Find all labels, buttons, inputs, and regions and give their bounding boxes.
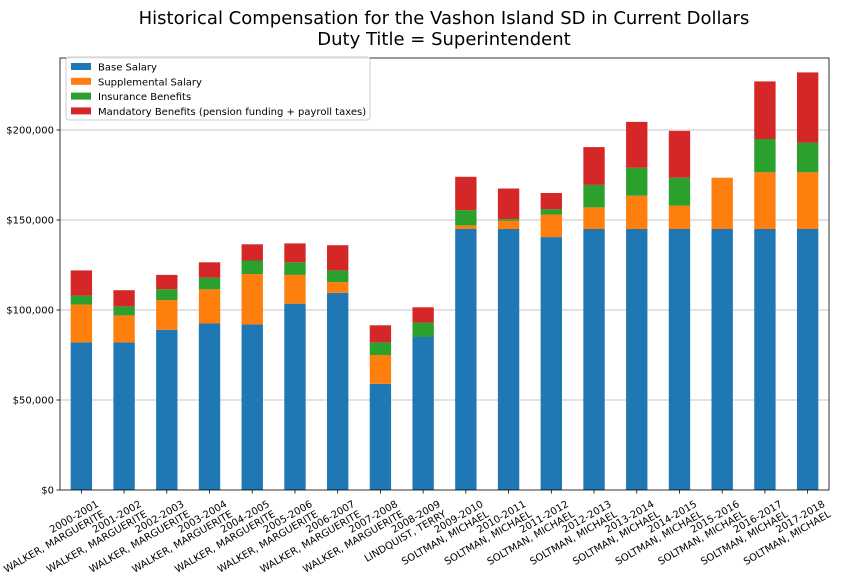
y-tick-label-3: $150,000	[6, 216, 54, 227]
bar-segment-11-0	[540, 237, 562, 490]
bar-segment-10-3	[497, 188, 520, 220]
bar-segment-1-2	[113, 306, 135, 316]
bar-segment-17-1	[796, 172, 819, 229]
bar-segment-13-1	[626, 195, 648, 229]
legend-box	[65, 56, 371, 121]
y-tick-label-4: $200,000	[6, 126, 54, 137]
y-tick-label-1: $50,000	[13, 396, 54, 407]
bar-segment-9-2	[455, 210, 477, 226]
bar-segment-2-2	[156, 289, 178, 301]
bar-segment-6-1	[327, 282, 349, 293]
legend: Base Salary Supplemental Salary Insurance …	[65, 56, 371, 121]
bar-segment-14-0	[668, 229, 691, 490]
bar-segment-0-1	[70, 304, 93, 343]
bar-segment-6-0	[327, 292, 349, 490]
bar-segment-17-0	[796, 229, 819, 490]
bar-segment-3-0	[198, 323, 221, 490]
plot-frame	[59, 57, 830, 491]
y-tick-label-2: $100,000	[6, 306, 54, 317]
bar-segment-7-3	[369, 325, 392, 343]
bar-segment-4-2	[241, 260, 263, 274]
bar-segment-3-3	[198, 262, 221, 278]
bar-segment-14-3	[668, 130, 691, 178]
bar-segment-16-0	[754, 229, 776, 490]
bar-segment-7-2	[369, 342, 392, 355]
bar-segment-16-1	[754, 172, 776, 229]
bar-segment-1-1	[113, 315, 135, 343]
bar-segment-12-0	[583, 229, 605, 490]
bar-segment-14-1	[668, 205, 691, 229]
bar-segment-12-1	[583, 207, 605, 229]
bar-segment-4-1	[241, 274, 263, 325]
bar-segment-13-2	[626, 167, 648, 196]
bar-segment-3-2	[198, 277, 221, 290]
legend-label-3: Mandatory Benefits (pension funding + pa…	[98, 107, 366, 118]
legend-label-2: Insurance Benefits	[98, 92, 191, 103]
bar-segment-9-1	[455, 225, 477, 229]
bar-segment-5-2	[284, 262, 306, 275]
bar-segment-2-1	[156, 300, 178, 330]
bar-segment-1-3	[113, 290, 135, 307]
bar-segment-6-2	[327, 270, 349, 283]
bar-segment-15-0	[711, 229, 733, 490]
bars-layer	[70, 72, 819, 490]
bar-segment-9-3	[455, 176, 477, 211]
bar-segment-16-2	[754, 139, 776, 173]
y-tick-label-0: $0	[41, 486, 54, 497]
legend-swatch-2	[71, 92, 91, 100]
bar-segment-11-3	[540, 193, 562, 210]
chart-title-block: Historical Compensation for the Vashon I…	[60, 8, 828, 50]
bar-segment-4-0	[241, 324, 263, 490]
legend-swatch-1	[71, 77, 91, 85]
bar-segment-4-3	[241, 244, 263, 261]
bar-segment-5-3	[284, 243, 306, 263]
bar-segment-12-2	[583, 184, 605, 208]
bar-segment-5-0	[284, 303, 306, 490]
bar-segment-15-1	[711, 177, 733, 229]
bar-segment-13-0	[626, 229, 648, 490]
bar-segment-11-2	[540, 209, 562, 215]
bar-segment-16-3	[754, 81, 776, 139]
bar-segment-0-3	[70, 270, 93, 296]
bar-segment-2-3	[156, 274, 178, 290]
bar-segment-0-0	[70, 342, 93, 490]
legend-label-1: Supplemental Salary	[98, 77, 202, 88]
bar-segment-17-3	[796, 72, 819, 143]
bar-segment-12-3	[583, 147, 605, 185]
grid-layer	[60, 129, 829, 401]
bar-segment-10-0	[497, 229, 520, 490]
bar-segment-7-0	[369, 383, 392, 490]
bar-segment-9-0	[455, 229, 477, 490]
bar-segment-6-3	[327, 245, 349, 271]
bar-segment-14-2	[668, 177, 691, 206]
bar-segment-10-1	[497, 220, 520, 229]
legend-swatch-3	[71, 107, 91, 115]
chart-subtitle: Duty Title = Superintendent	[317, 29, 571, 50]
bar-segment-0-2	[70, 295, 93, 305]
bar-segment-7-1	[369, 355, 392, 384]
bar-segment-11-1	[540, 214, 562, 238]
bar-segment-10-2	[497, 219, 520, 221]
bar-segment-2-0	[156, 329, 178, 490]
legend-swatch-0	[71, 63, 91, 70]
bar-segment-8-3	[412, 307, 434, 323]
bar-segment-8-0	[412, 337, 434, 490]
bar-segment-5-1	[284, 274, 306, 304]
legend-label-0: Base Salary	[98, 63, 157, 74]
bar-segment-8-2	[412, 322, 434, 337]
chart-title: Historical Compensation for the Vashon I…	[138, 8, 750, 29]
bar-segment-13-3	[626, 121, 648, 168]
bar-segment-17-2	[796, 142, 819, 173]
bar-segment-1-0	[113, 342, 135, 490]
bar-segment-3-1	[198, 289, 221, 324]
